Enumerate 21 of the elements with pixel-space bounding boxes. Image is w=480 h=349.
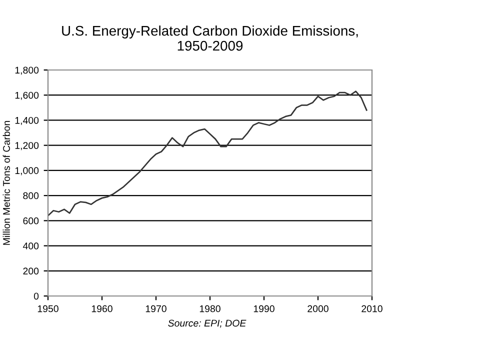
y-tick-label: 1,800 — [15, 66, 39, 75]
y-tick-label: 800 — [23, 192, 39, 200]
x-tick-label: 2000 — [308, 305, 328, 312]
y-tick-label: 600 — [23, 217, 39, 224]
x-tick-label: 1950 — [38, 305, 58, 312]
x-tick-label: 2010 — [362, 305, 382, 312]
x-tick-label: 1990 — [254, 305, 274, 312]
y-tick-label: 400 — [22, 242, 39, 250]
y-tick-label: 200 — [23, 268, 39, 275]
source-note: Source: EPI; DOE — [168, 320, 246, 328]
y-tick-label: 1,200 — [15, 142, 39, 150]
y-tick-label: 0 — [34, 292, 39, 300]
y-tick-label: 1,000 — [15, 167, 39, 176]
x-tick-label: 1980 — [200, 305, 220, 312]
line-series — [48, 90, 368, 216]
x-tick-label: 1970 — [146, 305, 166, 312]
x-tick-label: 1960 — [92, 305, 112, 312]
y-tick-label: 1,600 — [15, 92, 39, 100]
y-axis-title: Million Metric Tons of Carbon — [2, 121, 10, 245]
y-tick-label: 1,400 — [15, 116, 39, 125]
chart-title: U.S. Energy-Related Carbon Dioxide Emissions, 1950-2009 — [62, 26, 358, 51]
